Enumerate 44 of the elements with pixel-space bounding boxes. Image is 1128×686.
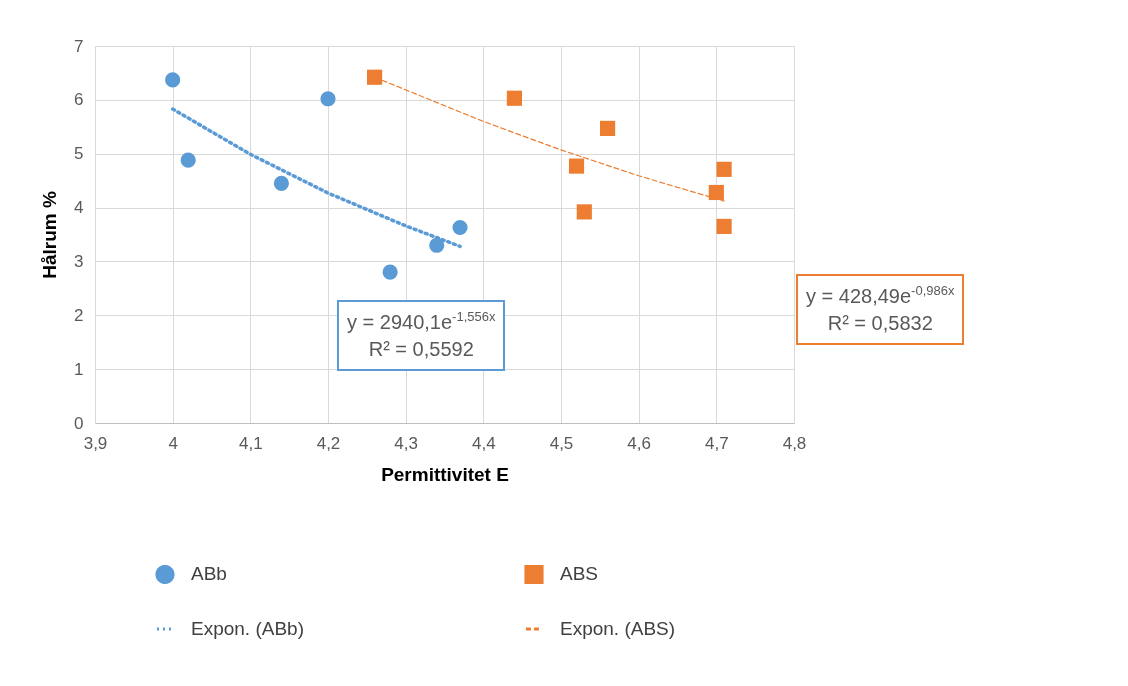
x-axis-title: Permittivitet E xyxy=(381,463,509,485)
line-series xyxy=(170,107,462,249)
annotation: R² = 0,5592 xyxy=(367,336,475,362)
equation-box: y = 428,49e$^{-0,986x}$ R² = 0,5832 xyxy=(796,274,965,345)
y-tick-label: 6 xyxy=(74,90,84,110)
point xyxy=(576,204,592,220)
y-tick-label: 0 xyxy=(74,413,84,433)
legend-label: Expon. (ABb) xyxy=(191,618,304,639)
y-tick-label: 1 xyxy=(74,359,84,379)
x-tick-label: 4,3 xyxy=(394,433,418,453)
point xyxy=(273,175,289,191)
point xyxy=(716,161,732,177)
x-tick-label: 3,9 xyxy=(83,433,108,453)
x-tick-label: 4,6 xyxy=(627,433,651,453)
legend-label: Expon. (ABS) xyxy=(560,618,676,639)
point xyxy=(452,219,468,236)
point xyxy=(320,91,336,107)
y-tick-label: 2 xyxy=(74,305,84,325)
x-tick-label: 4 xyxy=(168,433,178,453)
y-tick-label: 3 xyxy=(74,251,84,271)
point xyxy=(180,152,196,168)
x-tick-label: 4,1 xyxy=(239,433,263,453)
point xyxy=(568,158,585,174)
point xyxy=(506,90,522,106)
x-tick-label: 4,5 xyxy=(549,433,574,453)
point xyxy=(367,69,383,85)
y-tick-label: 4 xyxy=(74,198,84,218)
legend-label: ABb xyxy=(191,563,227,585)
y-tick-label: 5 xyxy=(74,144,84,164)
point xyxy=(382,264,398,280)
annotation: y = 2940,1e$^{-1,556x}$ xyxy=(347,308,496,335)
point xyxy=(600,120,616,136)
y-tick-label: 7 xyxy=(74,36,84,56)
point xyxy=(429,237,445,253)
x-tick-label: 4,8 xyxy=(782,433,807,453)
x-tick-label: 4,7 xyxy=(705,433,729,453)
legend-label: ABS xyxy=(560,563,599,585)
y-axis-title: Hålrum % xyxy=(39,191,61,279)
point xyxy=(708,184,724,201)
point xyxy=(716,218,732,234)
x-tick-label: 4,2 xyxy=(316,433,341,453)
equation-box: y = 2940,1e$^{-1,556x}$ R² = 0,5592 xyxy=(337,300,506,371)
point xyxy=(165,72,181,88)
x-tick-label: 4,4 xyxy=(472,433,496,453)
